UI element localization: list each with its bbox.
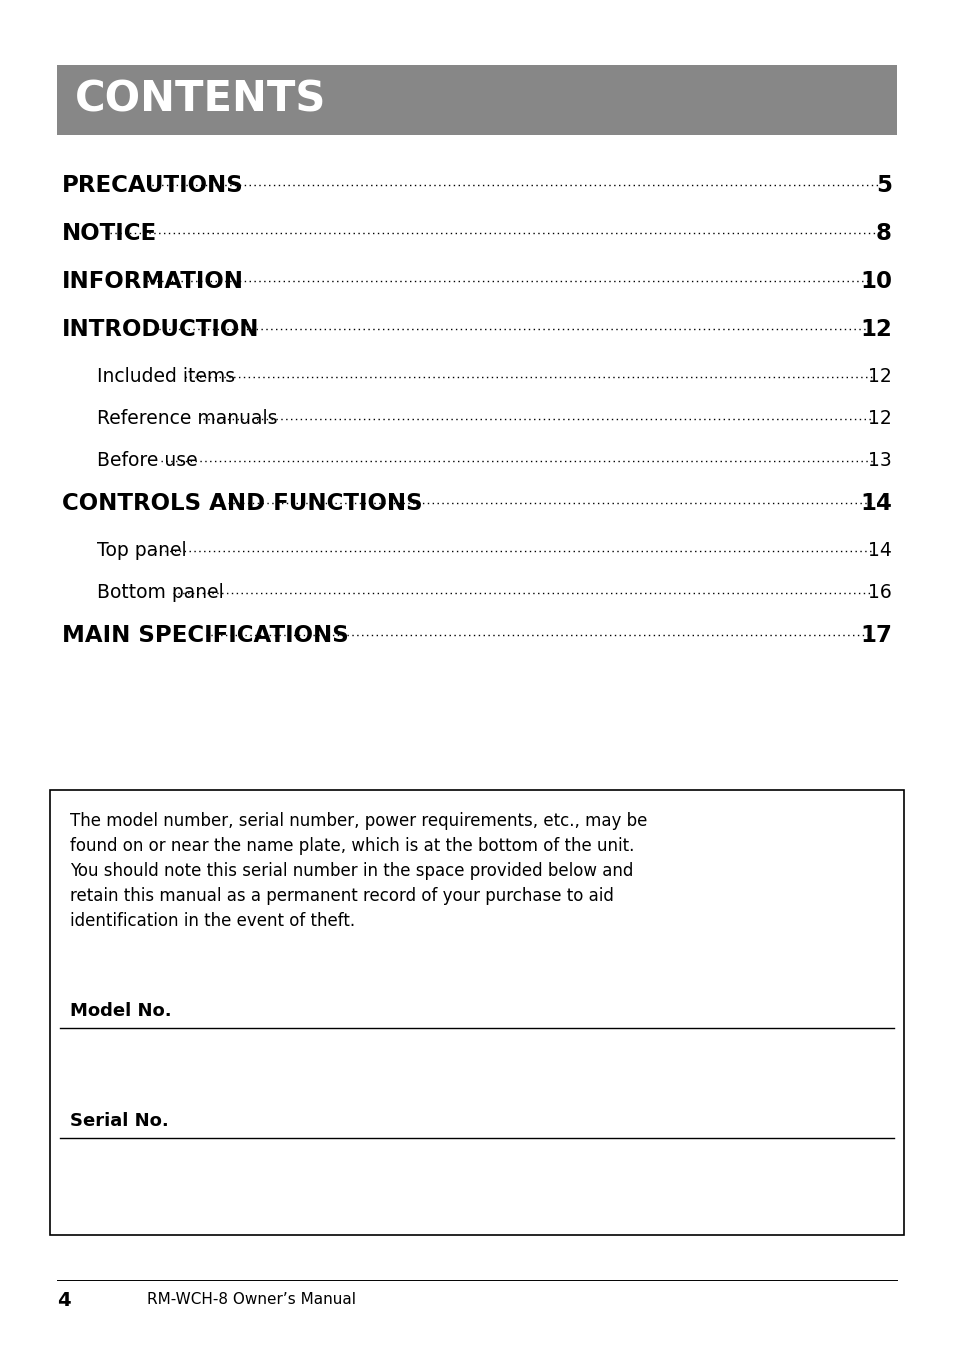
Text: INTRODUCTION: INTRODUCTION (62, 317, 259, 340)
Text: NOTICE: NOTICE (62, 222, 157, 245)
Text: 8: 8 (875, 222, 891, 245)
Text: 16: 16 (867, 584, 891, 603)
Text: Included items: Included items (97, 367, 234, 386)
Text: Model No.: Model No. (70, 1002, 172, 1020)
Text: 14: 14 (860, 491, 891, 515)
Text: 14: 14 (867, 542, 891, 561)
Text: Top panel: Top panel (97, 542, 187, 561)
Text: Before use: Before use (97, 452, 197, 471)
Text: MAIN SPECIFICATIONS: MAIN SPECIFICATIONS (62, 624, 349, 647)
Bar (50, 790, 903, 1235)
Text: CONTROLS AND FUNCTIONS: CONTROLS AND FUNCTIONS (62, 491, 422, 515)
Text: 12: 12 (860, 317, 891, 340)
Text: Serial No.: Serial No. (70, 1112, 169, 1130)
Text: 5: 5 (875, 174, 891, 196)
Text: RM-WCH-8 Owner’s Manual: RM-WCH-8 Owner’s Manual (147, 1293, 355, 1307)
Text: 4: 4 (57, 1290, 71, 1310)
Bar (57, 65, 896, 134)
Text: INFORMATION: INFORMATION (62, 269, 244, 292)
Text: 17: 17 (859, 624, 891, 647)
Text: 12: 12 (867, 409, 891, 429)
Text: Reference manuals: Reference manuals (97, 409, 277, 429)
Text: 10: 10 (859, 269, 891, 292)
Text: The model number, serial number, power requirements, etc., may be
found on or ne: The model number, serial number, power r… (70, 812, 647, 929)
Text: 12: 12 (867, 367, 891, 386)
Text: Bottom panel: Bottom panel (97, 584, 224, 603)
Text: CONTENTS: CONTENTS (75, 79, 326, 121)
Text: 13: 13 (867, 452, 891, 471)
Text: PRECAUTIONS: PRECAUTIONS (62, 174, 244, 196)
